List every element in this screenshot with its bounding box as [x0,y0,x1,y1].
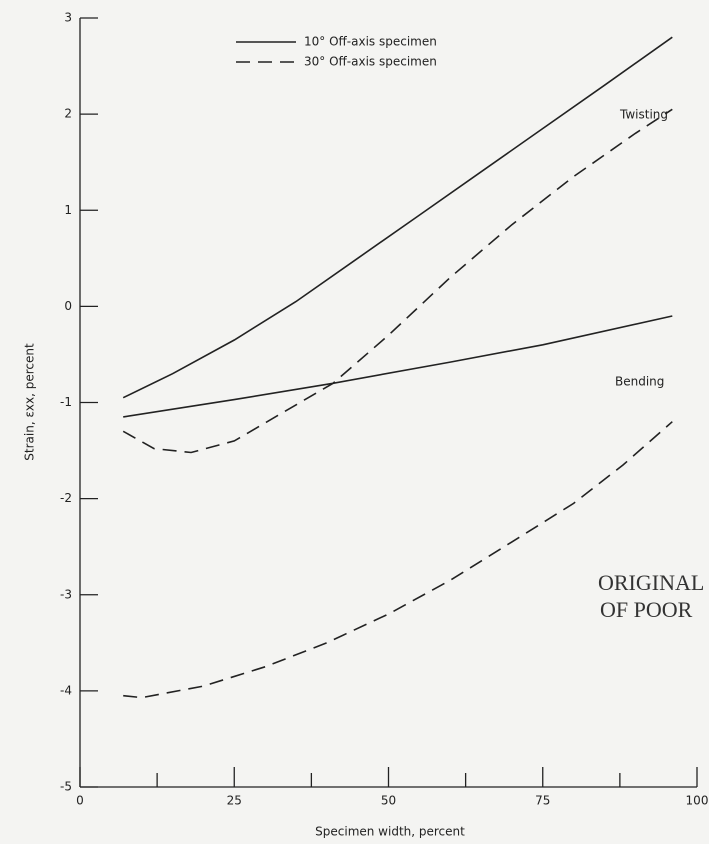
x-tick-label: 50 [381,794,396,808]
x-tick-label: 75 [535,794,550,808]
y-tick-label: -3 [60,587,72,601]
y-tick-label: -4 [60,683,72,697]
y-tick-label: -1 [60,395,72,409]
y-tick-label: 2 [64,107,72,121]
data-line [123,315,673,418]
x-tick-label: 25 [227,794,242,808]
stamp: OF POOR [600,597,693,622]
y-tick-label: -5 [60,780,72,794]
x-axis-label: Specimen width, percent [315,825,465,839]
legend-label: 10° Off-axis specimen [304,35,437,49]
annotation: Twisting [619,108,668,122]
data-line [122,108,673,454]
x-tick-label: 100 [686,794,709,808]
annotation: Bending [615,375,664,389]
y-tick-label: -2 [60,491,72,505]
x-tick-label: 0 [76,794,84,808]
y-axis-label: Strain, εxx, percent [23,343,37,461]
legend-label: 30° Off-axis specimen [304,55,437,69]
stamp: ORIGINAL [598,570,704,595]
y-tick-label: 1 [64,203,72,217]
data-line [123,421,673,699]
y-tick-label: 3 [64,11,72,25]
y-tick-label: 0 [64,299,72,313]
data-line [122,36,673,399]
